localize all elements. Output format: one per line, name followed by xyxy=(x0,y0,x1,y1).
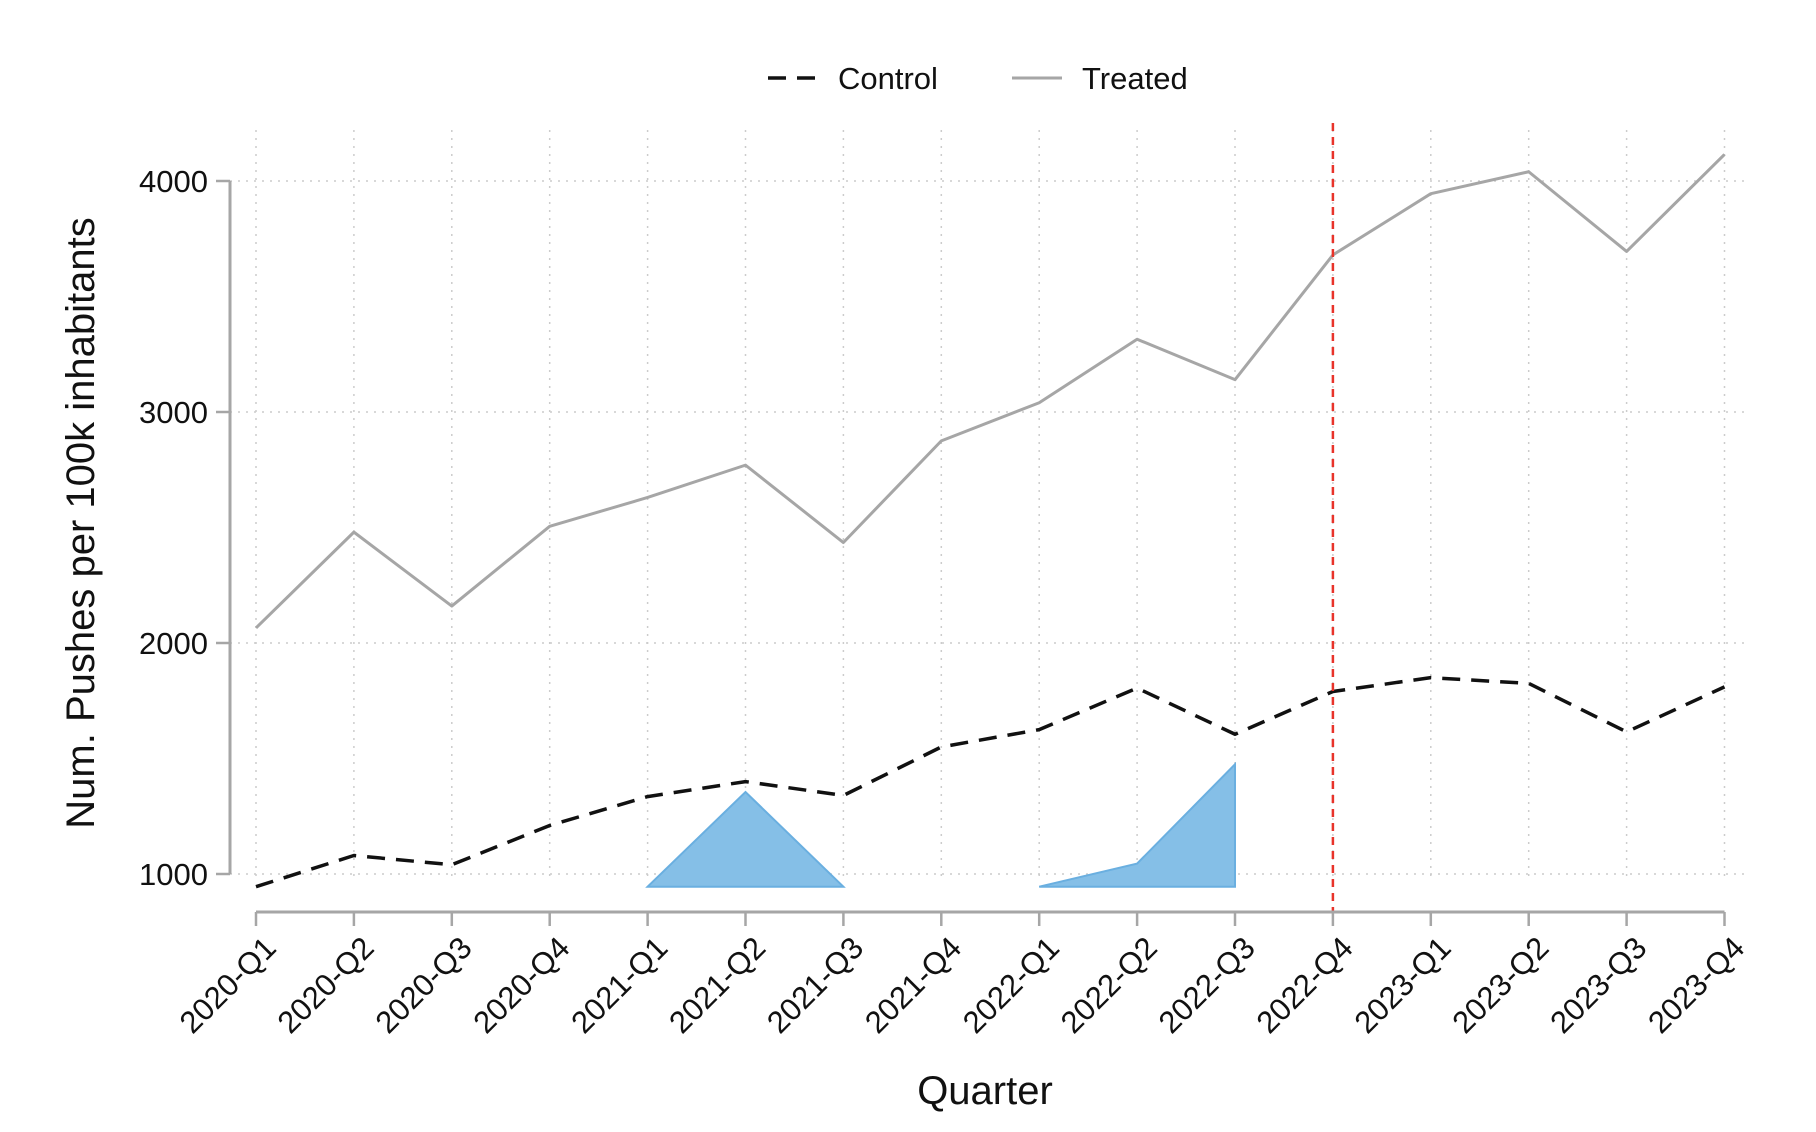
y-tick-label: 3000 xyxy=(139,395,208,430)
x-tick-label: 2022-Q3 xyxy=(1152,930,1262,1040)
y-tick-label: 4000 xyxy=(139,164,208,199)
axes: 10002000300040002020-Q12020-Q22020-Q3202… xyxy=(139,164,1751,1040)
x-tick-label: 2021-Q2 xyxy=(662,930,772,1040)
grid xyxy=(230,130,1750,878)
x-tick-label: 2020-Q1 xyxy=(173,930,283,1040)
shaded-region-1 xyxy=(645,790,846,888)
legend-label-treated: Treated xyxy=(1082,61,1188,96)
x-tick-label: 2022-Q4 xyxy=(1250,930,1360,1040)
x-tick-label: 2021-Q3 xyxy=(760,930,870,1040)
x-tick-label: 2022-Q2 xyxy=(1054,930,1164,1040)
shaded-region-2 xyxy=(1038,761,1236,888)
series-lines xyxy=(254,153,1726,889)
legend-label-control: Control xyxy=(838,61,938,96)
x-tick-label: 2020-Q3 xyxy=(369,930,479,1040)
x-tick-label: 2021-Q4 xyxy=(858,930,968,1040)
x-tick-label: 2021-Q1 xyxy=(564,930,674,1040)
x-tick-label: 2022-Q1 xyxy=(956,930,1066,1040)
x-tick-label: 2023-Q2 xyxy=(1445,930,1555,1040)
series-line-control xyxy=(255,675,1726,889)
y-tick-label: 1000 xyxy=(139,857,208,892)
x-axis-title: Quarter xyxy=(917,1069,1053,1113)
y-axis-title: Num. Pushes per 100k inhabitants xyxy=(59,217,103,828)
y-tick-label: 2000 xyxy=(139,626,208,661)
x-tick-label: 2023-Q1 xyxy=(1348,930,1458,1040)
series-line-treated xyxy=(254,153,1726,630)
x-tick-label: 2020-Q2 xyxy=(271,930,381,1040)
x-tick-label: 2023-Q4 xyxy=(1641,930,1751,1040)
legend: Control Treated xyxy=(768,61,1188,96)
x-tick-label: 2023-Q3 xyxy=(1543,930,1653,1040)
x-tick-label: 2020-Q4 xyxy=(466,930,576,1040)
shaded-regions xyxy=(645,761,1236,888)
